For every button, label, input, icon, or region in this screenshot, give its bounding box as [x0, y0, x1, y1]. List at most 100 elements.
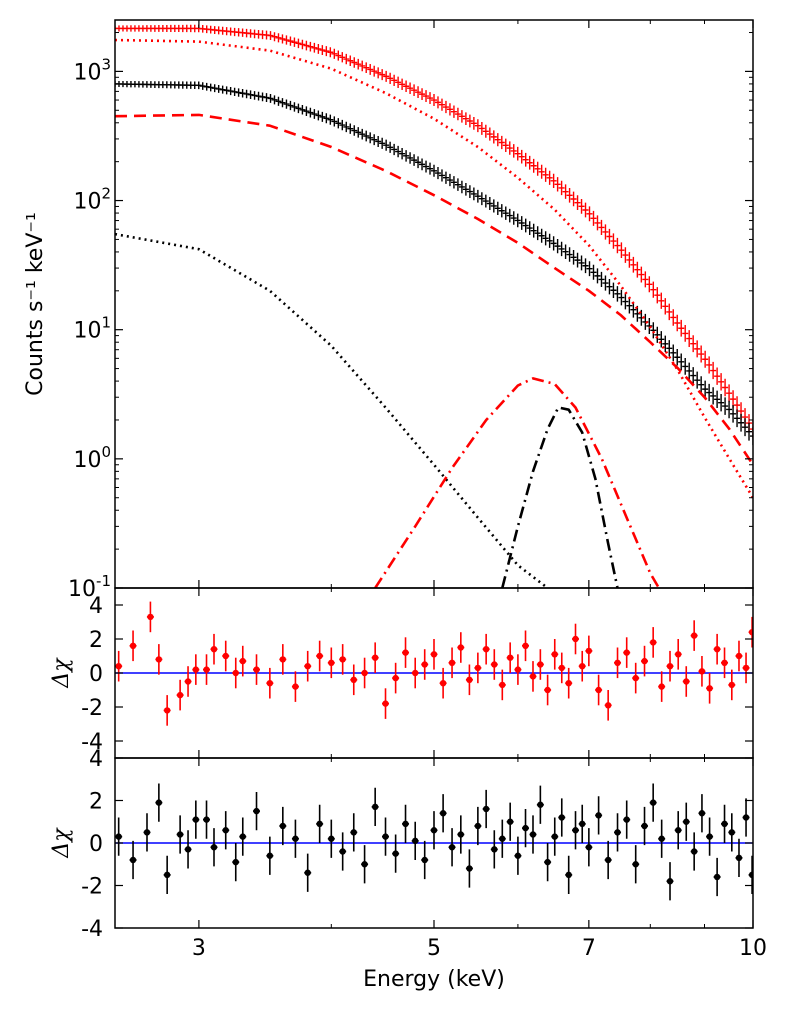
data-black-cross — [434, 167, 441, 180]
spectrum-ytick-label: 102 — [73, 185, 111, 215]
residuals-red-point — [402, 649, 409, 656]
residuals-red-point — [448, 659, 456, 666]
residuals-black-point — [279, 822, 287, 830]
residuals-red-point — [192, 666, 200, 673]
data-red-cross — [566, 188, 573, 203]
data-red-cross — [307, 41, 314, 52]
residuals-black-point — [529, 831, 537, 838]
data-red-cross — [618, 242, 625, 258]
data-black-cross — [415, 156, 422, 169]
data-black-cross — [199, 82, 206, 90]
residuals-red-point — [163, 707, 171, 714]
data-black-cross — [283, 99, 290, 109]
residuals-black-point — [658, 835, 665, 842]
residuals-black-point — [558, 814, 565, 821]
data-black-cross — [730, 405, 737, 423]
residuals-black-point — [735, 854, 743, 862]
residuals-black-point — [721, 820, 728, 828]
data-red-cross — [450, 105, 457, 118]
data-black-cross — [702, 380, 709, 398]
residuals-black-point — [632, 861, 639, 868]
residuals-black-point — [232, 858, 239, 866]
residuals-black-point — [666, 878, 674, 885]
residuals-red-point — [304, 663, 311, 670]
residuals-black-point — [491, 846, 498, 853]
residuals-black-point — [748, 871, 753, 879]
data-black-cross — [710, 387, 717, 405]
data-black-cross — [419, 158, 426, 171]
data-black-cross — [722, 397, 729, 415]
data-black-cross — [482, 194, 489, 208]
data-red-cross — [387, 72, 394, 84]
residuals-red-point — [155, 656, 163, 663]
data-black-cross — [534, 226, 541, 241]
residuals-black-point — [382, 833, 389, 840]
data-red-cross — [454, 107, 461, 121]
data-red-cross — [490, 130, 497, 144]
data-red-cross — [327, 47, 334, 58]
data-red-cross — [702, 350, 709, 368]
data-black-cross — [606, 279, 613, 295]
data-red-cross — [367, 64, 374, 75]
data-black-cross — [498, 204, 505, 218]
residuals-red-point — [529, 673, 537, 680]
data-black-cross — [562, 244, 569, 259]
data-red-cross — [442, 100, 449, 114]
data-black-cross — [407, 152, 414, 164]
data-red-cross — [331, 48, 338, 59]
data-red-cross — [347, 55, 354, 66]
data-red-cross — [470, 116, 477, 130]
data-black-cross — [251, 91, 258, 100]
data-red-cross — [271, 32, 278, 42]
data-black-cross — [431, 164, 437, 177]
data-black-cross — [227, 87, 234, 96]
data-black-cross — [462, 182, 469, 196]
data-red-cross — [355, 58, 362, 70]
data-red-cross — [582, 202, 589, 218]
residuals-black-point — [522, 824, 529, 832]
residuals-red-point — [115, 663, 122, 670]
data-black-cross — [458, 180, 465, 194]
residuals-black-ytick-label: 2 — [89, 790, 103, 815]
residuals-red-ytick-label: 4 — [89, 594, 103, 619]
residuals-black-point — [698, 810, 706, 817]
data-red-cross — [546, 170, 553, 185]
data-red-cross — [602, 224, 609, 240]
residuals-red-point — [551, 651, 558, 658]
data-black-cross — [387, 141, 394, 153]
residuals-red-panel: -4 -2 0 2 4 Δχ — [49, 587, 754, 759]
data-black-cross — [494, 201, 501, 215]
data-black-cross — [490, 199, 497, 213]
residuals-red-point — [649, 639, 657, 646]
data-red-cross — [558, 180, 565, 196]
data-red-cross — [275, 33, 282, 43]
residuals-black-plot-area — [115, 783, 753, 901]
data-black-cross — [379, 137, 386, 149]
data-black-cross — [598, 271, 605, 288]
data-red-cross — [279, 34, 286, 44]
data-black-cross — [303, 106, 310, 116]
data-black-cross — [682, 358, 689, 375]
data-black-cross — [622, 293, 629, 310]
data-red-cross — [514, 146, 521, 161]
data-red-cross — [267, 31, 274, 41]
data-red-cross — [303, 40, 310, 51]
data-black-cross — [738, 413, 745, 432]
data-black-cross — [586, 261, 593, 277]
data-red-cross — [498, 135, 505, 150]
x-tick-label: 3 — [192, 936, 206, 961]
residuals-black-point — [239, 833, 246, 840]
residuals-black-point — [466, 865, 473, 872]
data-black-cross — [423, 160, 430, 173]
residuals-red-point — [658, 683, 665, 690]
data-black-cross — [311, 109, 318, 119]
data-red-cross — [291, 37, 298, 47]
residuals-red-point — [412, 669, 419, 677]
data-black-cross — [235, 88, 242, 97]
residuals-red-point — [585, 647, 593, 655]
residuals-black-point — [482, 805, 490, 813]
data-red-cross — [482, 124, 489, 138]
data-red-cross — [578, 198, 585, 214]
data-red-cross — [395, 76, 402, 88]
data-red-cross — [323, 46, 330, 57]
